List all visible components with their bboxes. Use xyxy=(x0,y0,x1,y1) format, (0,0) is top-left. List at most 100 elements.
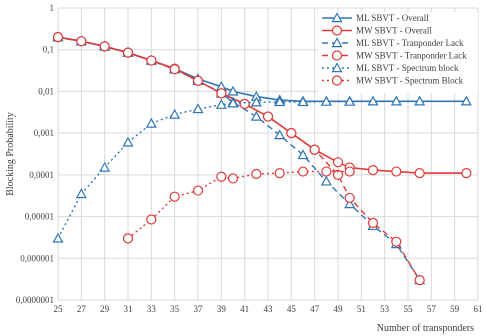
legend-entry-label: ML SBVT - Tranponder Lack xyxy=(356,38,464,48)
data-point xyxy=(227,85,239,96)
data-point xyxy=(344,198,356,209)
data-point xyxy=(122,47,134,58)
legend-swatch-marker xyxy=(331,37,343,48)
data-point xyxy=(461,168,472,179)
x-tick-label: 51 xyxy=(357,304,366,314)
legend-swatch-marker xyxy=(331,62,343,73)
data-point xyxy=(122,233,134,244)
legend-entry-label: MW SBVT - Overall xyxy=(356,26,432,36)
data-point xyxy=(321,166,332,177)
x-axis-title: Number of transponders xyxy=(377,323,474,334)
data-point xyxy=(344,95,356,106)
y-tick-label: 0,0001 xyxy=(29,170,54,180)
x-tick-label: 29 xyxy=(100,304,110,314)
data-point xyxy=(297,96,309,107)
data-point xyxy=(99,161,111,172)
data-point xyxy=(460,95,472,106)
data-point xyxy=(215,98,227,109)
data-point xyxy=(367,165,379,176)
data-point xyxy=(192,103,204,114)
legend-swatch-marker xyxy=(331,75,343,86)
legend: ML SBVT - Overall MW SBVT - Overall ML SBV… xyxy=(318,12,478,93)
data-point xyxy=(99,41,110,52)
legend-entry-label: MW SBVT - Tranponder Lack xyxy=(356,51,467,61)
data-point xyxy=(227,173,239,184)
data-point xyxy=(344,166,355,177)
x-tick-label: 27 xyxy=(77,304,87,314)
data-point xyxy=(391,166,402,177)
series-4 xyxy=(52,95,356,243)
x-tick-label: 61 xyxy=(474,304,483,314)
y-tick-label: 0,1 xyxy=(43,45,54,55)
data-point xyxy=(192,75,204,86)
data-point xyxy=(146,55,157,66)
y-tick-label: 0,00001 xyxy=(25,212,54,222)
legend-entry-label: ML SBVT - Spectrum block xyxy=(356,63,459,73)
data-point xyxy=(414,95,426,106)
y-tick-label: 0,0000001 xyxy=(16,295,54,305)
x-tick-label: 47 xyxy=(310,304,320,314)
data-point xyxy=(286,128,297,139)
data-point xyxy=(122,136,134,147)
x-tick-label: 49 xyxy=(334,304,344,314)
axis-layer: Blocking Probability Number of transpond… xyxy=(5,3,483,334)
y-tick-label: 0,01 xyxy=(38,86,54,96)
data-point xyxy=(274,168,285,179)
legend-swatch-marker xyxy=(331,12,343,23)
legend-entry-label: ML SBVT - Overall xyxy=(356,13,429,23)
data-point xyxy=(309,144,320,155)
series-line xyxy=(127,170,350,239)
x-tick-label: 43 xyxy=(264,304,274,314)
data-point xyxy=(239,98,250,110)
data-point xyxy=(344,192,355,204)
data-point xyxy=(274,96,286,107)
data-point xyxy=(297,149,309,160)
x-tick-label: 53 xyxy=(380,304,390,314)
legend-entry-label: MW SBVT - Spectrum Block xyxy=(356,76,464,86)
y-tick-label: 0,000001 xyxy=(20,253,54,263)
data-point xyxy=(320,95,332,106)
data-point xyxy=(76,36,87,47)
data-point xyxy=(52,32,64,43)
data-point xyxy=(414,274,425,286)
data-point xyxy=(262,111,274,122)
x-tick-label: 41 xyxy=(240,304,249,314)
data-point xyxy=(169,191,180,202)
y-axis-title: Blocking Probability xyxy=(5,112,16,196)
x-tick-label: 55 xyxy=(404,304,414,314)
data-point xyxy=(227,97,239,108)
data-point xyxy=(75,188,87,199)
data-point xyxy=(297,166,309,177)
data-point xyxy=(250,96,262,107)
data-point xyxy=(332,169,344,180)
data-point xyxy=(332,157,344,168)
data-point xyxy=(390,95,402,106)
data-point xyxy=(146,214,157,225)
data-point xyxy=(250,110,262,121)
legend-swatch-marker xyxy=(331,25,343,36)
x-tick-label: 45 xyxy=(287,304,297,314)
x-tick-label: 37 xyxy=(194,304,204,314)
series-layer xyxy=(52,31,472,286)
series-5 xyxy=(122,166,355,244)
x-tick-label: 33 xyxy=(147,304,157,314)
data-point xyxy=(274,129,286,140)
legend-box xyxy=(318,12,478,93)
y-tick-label: 1 xyxy=(50,3,55,13)
data-point xyxy=(216,171,227,182)
data-point xyxy=(52,232,64,243)
x-tick-label: 25 xyxy=(54,304,64,314)
y-tick-label: 0,001 xyxy=(34,128,54,138)
data-point xyxy=(145,117,157,128)
series-line xyxy=(57,100,350,239)
data-point xyxy=(414,168,425,179)
x-tick-label: 39 xyxy=(217,304,227,314)
x-tick-label: 35 xyxy=(170,304,180,314)
data-point xyxy=(169,108,181,119)
data-point xyxy=(367,217,379,229)
series-line xyxy=(57,36,421,281)
series-3 xyxy=(52,32,425,286)
x-tick-label: 57 xyxy=(427,304,437,314)
